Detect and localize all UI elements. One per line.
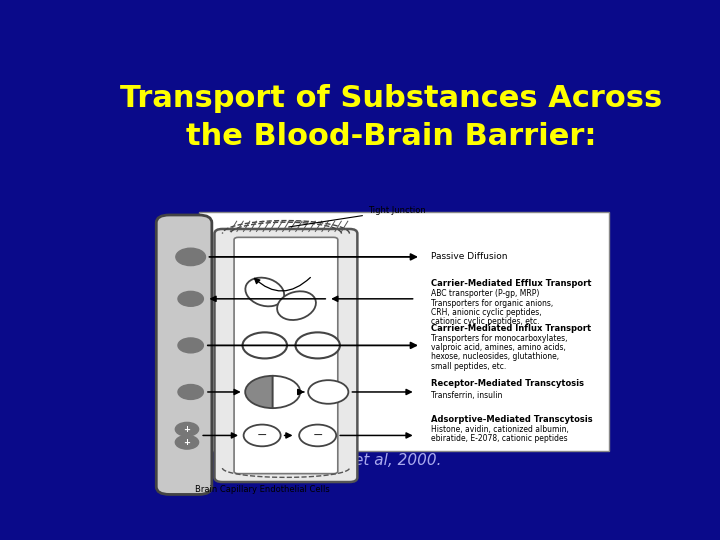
Text: Transporters for organic anions,: Transporters for organic anions,: [431, 299, 554, 308]
Circle shape: [176, 422, 199, 436]
Circle shape: [243, 424, 281, 446]
Text: +: +: [184, 438, 191, 447]
Text: +: +: [184, 425, 191, 434]
Text: ABC transporter (P-gp, MRP): ABC transporter (P-gp, MRP): [431, 289, 540, 298]
Circle shape: [176, 435, 199, 449]
Text: Transport of Substances Across
the Blood-Brain Barrier:: Transport of Substances Across the Blood…: [120, 84, 662, 151]
Circle shape: [300, 424, 336, 446]
FancyBboxPatch shape: [234, 238, 338, 474]
Text: ebiratide, E-2078, cationic peptides: ebiratide, E-2078, cationic peptides: [431, 434, 568, 443]
Text: valproic acid, amines, amino acids,: valproic acid, amines, amino acids,: [431, 343, 567, 352]
Text: −: −: [312, 429, 323, 442]
Text: Adsorptive-Mediated Transcytosis: Adsorptive-Mediated Transcytosis: [431, 415, 593, 424]
Circle shape: [176, 248, 205, 266]
Text: hexose, nucleosides, glutathione,: hexose, nucleosides, glutathione,: [431, 353, 559, 361]
Text: Carrier-Mediated Influx Transport: Carrier-Mediated Influx Transport: [431, 324, 592, 333]
Circle shape: [295, 332, 340, 359]
Circle shape: [243, 332, 287, 359]
FancyBboxPatch shape: [199, 212, 609, 451]
Wedge shape: [246, 376, 273, 408]
Text: −: −: [257, 429, 267, 442]
Text: Transferrin, insulin: Transferrin, insulin: [431, 391, 503, 400]
Circle shape: [178, 338, 203, 353]
Text: Transporters for monocarboxylates,: Transporters for monocarboxylates,: [431, 334, 568, 343]
FancyBboxPatch shape: [156, 215, 212, 495]
Text: Carrier-Mediated Efflux Transport: Carrier-Mediated Efflux Transport: [431, 279, 592, 288]
Ellipse shape: [277, 291, 316, 320]
Text: Begley et al, 2000.: Begley et al, 2000.: [297, 453, 441, 468]
Ellipse shape: [246, 278, 284, 306]
Text: Histone, avidin, cationized albumin,: Histone, avidin, cationized albumin,: [431, 425, 570, 434]
Text: Tight Junction: Tight Junction: [289, 206, 426, 227]
Text: small peptides, etc.: small peptides, etc.: [431, 362, 507, 370]
Text: CRH, anionic cyclic peptides,: CRH, anionic cyclic peptides,: [431, 308, 542, 317]
Circle shape: [178, 292, 203, 306]
FancyBboxPatch shape: [215, 229, 357, 482]
Text: Receptor-Mediated Transcytosis: Receptor-Mediated Transcytosis: [431, 379, 585, 388]
Circle shape: [178, 384, 203, 400]
Text: cationic cyclic peptides, etc.: cationic cyclic peptides, etc.: [431, 318, 540, 326]
Circle shape: [308, 380, 348, 404]
Wedge shape: [273, 376, 300, 408]
Text: Brain Capillary Endothelial Cells: Brain Capillary Endothelial Cells: [194, 485, 330, 495]
Text: Passive Diffusion: Passive Diffusion: [431, 252, 508, 261]
